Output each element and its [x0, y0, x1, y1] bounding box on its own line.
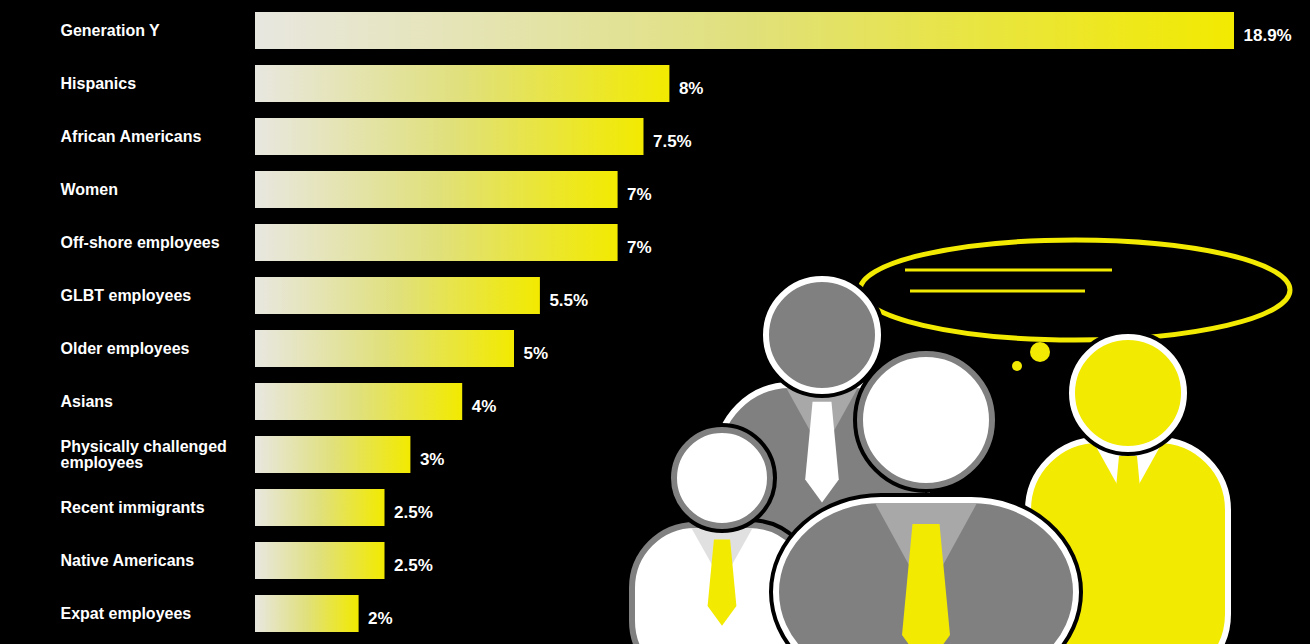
svg-text:Physically challengedemployees: Physically challengedemployees — [61, 438, 227, 471]
svg-text:5.5%: 5.5% — [549, 291, 588, 310]
svg-text:7%: 7% — [627, 238, 652, 257]
svg-text:African Americans: African Americans — [61, 128, 202, 145]
svg-text:8%: 8% — [679, 79, 704, 98]
svg-text:7.5%: 7.5% — [653, 132, 692, 151]
svg-text:Off-shore employees: Off-shore employees — [61, 234, 220, 251]
svg-text:GLBT employees: GLBT employees — [61, 287, 192, 304]
svg-text:Women: Women — [61, 181, 118, 198]
svg-text:Hispanics: Hispanics — [61, 75, 137, 92]
svg-text:3%: 3% — [420, 450, 445, 469]
svg-text:5%: 5% — [523, 344, 548, 363]
svg-text:7%: 7% — [627, 185, 652, 204]
svg-text:2.5%: 2.5% — [394, 503, 433, 522]
svg-text:Generation Y: Generation Y — [61, 22, 161, 39]
svg-text:Expat employees: Expat employees — [61, 605, 192, 622]
svg-text:Older employees: Older employees — [61, 340, 190, 357]
svg-text:4%: 4% — [472, 397, 497, 416]
svg-text:18.9%: 18.9% — [1244, 26, 1292, 45]
svg-text:Recent immigrants: Recent immigrants — [61, 499, 205, 516]
svg-text:Asians: Asians — [61, 393, 114, 410]
svg-text:2.5%: 2.5% — [394, 556, 433, 575]
svg-text:2%: 2% — [368, 609, 393, 628]
svg-text:Native Americans: Native Americans — [61, 552, 195, 569]
